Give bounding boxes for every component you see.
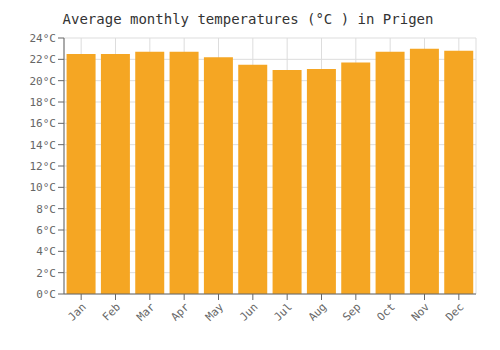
svg-text:16°C: 16°C <box>30 117 57 130</box>
svg-text:10°C: 10°C <box>30 181 57 194</box>
svg-text:Nov: Nov <box>409 300 433 324</box>
svg-text:Oct: Oct <box>375 300 398 323</box>
svg-text:22°C: 22°C <box>30 53 57 66</box>
svg-text:4°C: 4°C <box>36 245 56 258</box>
svg-text:14°C: 14°C <box>30 139 57 152</box>
svg-text:May: May <box>203 300 227 324</box>
svg-text:Mar: Mar <box>134 300 158 324</box>
svg-text:Aug: Aug <box>306 300 329 323</box>
svg-text:20°C: 20°C <box>30 75 57 88</box>
svg-text:Sep: Sep <box>340 300 363 323</box>
svg-text:18°C: 18°C <box>30 96 57 109</box>
html-text:Average monthly temperatures (: Average monthly temperatures (°C ) in Pr… <box>62 11 434 27</box>
svg-text:Jan: Jan <box>66 300 89 323</box>
svg-text:0°C: 0°C <box>36 288 56 301</box>
svg-text:6°C: 6°C <box>36 224 56 237</box>
svg-text:8°C: 8°C <box>36 203 56 216</box>
svg-text:24°C: 24°C <box>30 32 57 45</box>
svg-text:Jul: Jul <box>272 300 295 323</box>
svg-text:Feb: Feb <box>100 300 123 323</box>
svg-text:12°C: 12°C <box>30 160 57 173</box>
svg-text:2°C: 2°C <box>36 267 56 280</box>
svg-text:Apr: Apr <box>169 300 193 324</box>
svg-text:Dec: Dec <box>443 300 466 323</box>
svg-text:Jun: Jun <box>237 300 260 323</box>
